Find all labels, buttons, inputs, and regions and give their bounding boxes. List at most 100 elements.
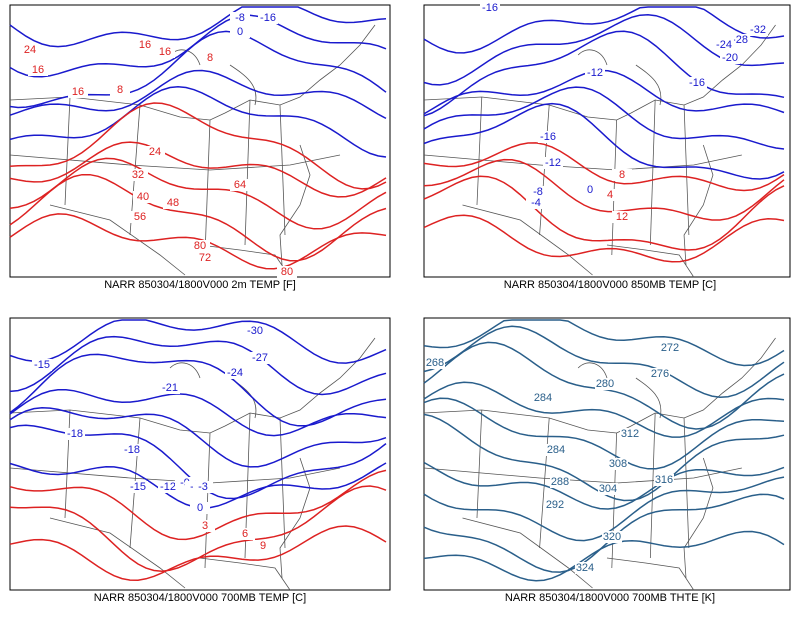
label-background (190, 502, 210, 514)
contour-line (423, 142, 785, 192)
label-background (612, 169, 632, 181)
contour-label: -12 (160, 481, 176, 493)
label-background (128, 169, 148, 181)
contour-label: 280 (596, 378, 614, 390)
contour-line (9, 525, 387, 581)
contour-label: -18 (124, 444, 140, 456)
label-background (545, 499, 565, 511)
label-background (163, 197, 183, 209)
contour-line (423, 461, 785, 510)
contour-label: -3 (198, 481, 208, 493)
contour-line (9, 469, 387, 541)
label-background (538, 131, 558, 143)
contour-label: 312 (621, 428, 639, 440)
label-background (155, 46, 175, 58)
label-background (602, 531, 622, 543)
contour-label: 24 (149, 146, 161, 158)
caption: NARR 850304/1800V000 700MB TEMP [C] (94, 592, 306, 604)
contour-line (9, 85, 387, 158)
contour-line (423, 30, 785, 117)
contour-label: -24 (716, 39, 732, 51)
label-background (158, 481, 178, 493)
label-background (748, 24, 768, 36)
contour-label: -20 (722, 52, 738, 64)
label-background (585, 67, 605, 79)
state-border (279, 457, 311, 579)
panel-frames (9, 4, 791, 591)
contour-line (423, 325, 785, 398)
contour-label: 72 (199, 252, 211, 264)
state-border (476, 409, 690, 569)
label-background (195, 252, 215, 264)
state-border (577, 49, 662, 106)
label-background (598, 483, 618, 495)
label-background (133, 191, 153, 203)
label-background (230, 179, 250, 191)
label-background (575, 562, 595, 574)
label-background (480, 2, 500, 14)
contour-label: -8 (235, 12, 245, 24)
contour-label: -16 (689, 77, 705, 89)
label-background (245, 325, 265, 337)
label-background (277, 266, 297, 278)
contour-label: 308 (609, 458, 627, 470)
label-background (110, 84, 130, 96)
contour-label: 9 (260, 540, 266, 552)
contour-line (9, 388, 387, 437)
contour-label: -16 (260, 12, 276, 24)
contour-label: 304 (599, 483, 617, 495)
contour-label: 3 (202, 520, 208, 532)
state-border (462, 517, 695, 591)
label-background (600, 189, 620, 201)
contour-label: -12 (587, 67, 603, 79)
contour-label: 0 (587, 184, 593, 196)
contour-label: -15 (130, 481, 146, 493)
contour-label: 16 (139, 39, 151, 51)
contour-label: -12 (545, 157, 561, 169)
contour-label: 16 (159, 46, 171, 58)
label-background (608, 458, 628, 470)
label-background (235, 528, 255, 540)
label-background (193, 481, 213, 493)
label-background (687, 77, 707, 89)
label-background (253, 540, 273, 552)
state-border (683, 144, 714, 266)
label-background (546, 444, 566, 456)
label-background (160, 382, 180, 394)
contour-label: 40 (137, 191, 149, 203)
contour-label: 276 (651, 368, 669, 380)
contour-label: 8 (117, 84, 123, 96)
contour-label: 24 (24, 44, 36, 56)
contour-label: -4 (531, 197, 541, 209)
contour-label: 8 (207, 52, 213, 64)
contour-line (9, 353, 387, 427)
label-background (68, 86, 88, 98)
contour-line (423, 175, 785, 251)
label-background (250, 352, 270, 364)
caption: NARR 850304/1800V000 850MB TEMP [C] (504, 279, 716, 291)
state-border (462, 204, 695, 278)
contour-line (9, 319, 387, 364)
contour-line (423, 86, 785, 150)
contour-label: -18 (67, 428, 83, 440)
label-background (225, 367, 245, 379)
label-background (230, 12, 250, 24)
contour-line (423, 397, 785, 470)
label-background (65, 428, 85, 440)
state-border (49, 517, 291, 591)
contour-label: 4 (607, 189, 613, 201)
contour-label: 16 (72, 86, 84, 98)
label-background (135, 39, 155, 51)
contour-line (423, 102, 785, 180)
caption: NARR 850304/1800V000 700MB THTE [K] (505, 592, 715, 604)
contour-line (9, 6, 387, 48)
label-background (20, 44, 40, 56)
label-background (130, 211, 150, 223)
label-background (533, 392, 553, 404)
label-background (730, 34, 750, 46)
contour-label: 324 (576, 562, 594, 574)
contour-line (423, 530, 785, 582)
label-background (32, 359, 52, 371)
contour-line (423, 158, 785, 221)
